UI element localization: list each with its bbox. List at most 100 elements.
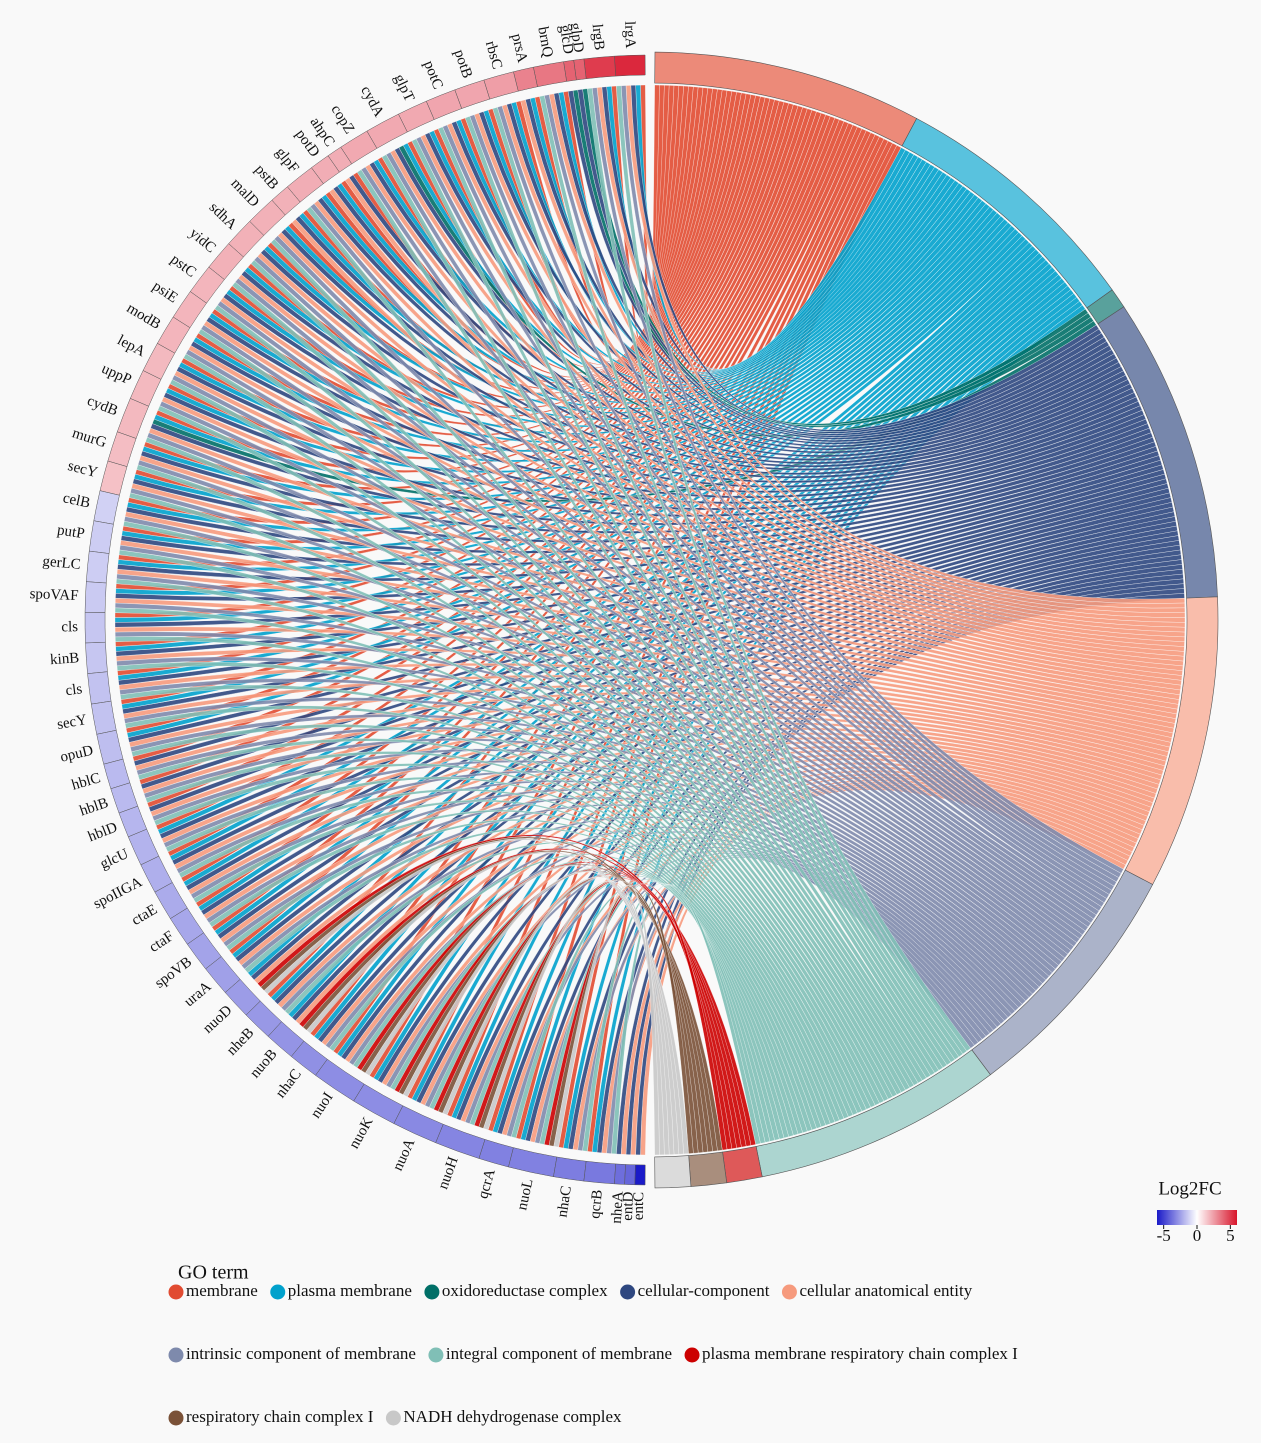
colorbar-title: Log2FC [1158, 1178, 1221, 1199]
term-arc [654, 1155, 692, 1189]
gene-arc [614, 1163, 626, 1185]
gene-label: entD [620, 1191, 637, 1221]
gene-arc [88, 520, 114, 554]
gene-label: ctaF [147, 928, 177, 956]
gene-label: lrgA [621, 21, 638, 49]
legend-label: integral component of membrane [446, 1344, 672, 1363]
gene-arc [172, 291, 207, 329]
gene-label: entC [631, 1192, 648, 1221]
gene-label: modB [124, 300, 164, 333]
gene-arc [478, 1139, 514, 1168]
gene-label: pstC [167, 252, 199, 281]
gene-label: yidC [186, 225, 219, 256]
gene-arc [154, 882, 188, 919]
gene-label: lrgB [589, 23, 607, 51]
gene-arc [340, 130, 378, 165]
legend-marker [428, 1347, 444, 1363]
legend-label: NADH dehydrogenase complex [403, 1407, 622, 1426]
legend-marker [168, 1347, 184, 1363]
gene-label: glpD [567, 22, 587, 54]
gene-label: potB [451, 48, 475, 81]
gene-arc [157, 316, 191, 354]
gene-label: hblC [70, 770, 102, 793]
gene-label: uppP [99, 361, 134, 388]
gene-arc [110, 782, 139, 814]
gene-label: hblD [86, 819, 120, 845]
legend-marker [684, 1347, 700, 1363]
gene-label: kinB [50, 650, 80, 668]
gene-label: pstB [251, 162, 281, 193]
gene-arc [87, 671, 112, 705]
gene-label: putP [56, 522, 86, 542]
gene-arc [327, 146, 353, 173]
gene-label: spoIIGA [91, 874, 145, 912]
gene-arc [624, 1164, 636, 1186]
gene-label: psiE [149, 278, 180, 306]
gene-label: spoVB [152, 954, 195, 992]
gene-arc [290, 1040, 328, 1076]
gene-label: cydA [357, 83, 387, 119]
gene-arc [249, 199, 286, 236]
gene-arc [513, 66, 538, 92]
gene-label: potC [420, 59, 446, 92]
gene-label: nuoK [346, 1115, 376, 1152]
gene-arc [366, 113, 408, 149]
gene-label: cls [61, 619, 78, 635]
legend-marker [168, 1410, 184, 1426]
legend-label: plasma membrane [288, 1281, 412, 1300]
gene-label: glpF [272, 145, 302, 177]
legend-label: membrane [186, 1281, 258, 1300]
gene-label: sdhA [206, 200, 240, 233]
gene-label: secY [56, 712, 88, 733]
gene-label: nuoL [514, 1177, 536, 1211]
colorbar-tick-label: -5 [1157, 1226, 1171, 1245]
gene-arc [142, 343, 176, 380]
legend-label: plasma membrane respiratory chain comple… [702, 1344, 1018, 1363]
gene-label: murG [70, 425, 108, 451]
gene-label: nheB [224, 1025, 258, 1059]
legend-label: intrinsic component of membrane [186, 1344, 416, 1363]
gene-arc [85, 641, 108, 674]
gene-arc [533, 61, 567, 88]
gene-arc [634, 1164, 646, 1186]
gene-arc [315, 1058, 365, 1102]
gene-label: uraA [181, 979, 214, 1011]
gene-arc [245, 1000, 282, 1037]
gene-arc [91, 700, 117, 735]
gene-arc [508, 1147, 558, 1177]
gene-arc [435, 1123, 486, 1159]
gene-arc [553, 1156, 587, 1182]
gene-arc [86, 550, 110, 584]
legend-title: GO term [178, 1262, 249, 1284]
gene-label: nheA [609, 1191, 627, 1224]
gene-label: secY [66, 458, 99, 481]
gene-arc [398, 100, 435, 133]
gene-label: brnQ [534, 25, 555, 58]
gene-arc [454, 79, 491, 109]
legend-marker [385, 1410, 401, 1426]
legend-marker [781, 1284, 797, 1300]
gene-arc [107, 431, 137, 467]
gene-label: nuoH [435, 1155, 461, 1192]
gene-arc [563, 59, 577, 82]
legend-label: cellular anatomical entity [799, 1281, 972, 1300]
gene-label: nuoA [390, 1136, 419, 1173]
gene-label: hblB [78, 795, 111, 820]
gene-label: lepA [115, 332, 148, 360]
gene-arc [127, 828, 160, 866]
gene-label: cls [65, 681, 84, 699]
gene-arc [286, 167, 324, 203]
gene-arc [573, 58, 587, 81]
gene-arc [205, 956, 241, 993]
chords [114, 84, 1186, 1156]
gene-arc [170, 907, 205, 945]
gene-label: ctaE [129, 902, 160, 929]
gene-label: malD [227, 175, 262, 210]
gene-arc [118, 805, 148, 838]
gene-arc [103, 758, 131, 790]
gene-arc [99, 460, 128, 496]
gene-label: celB [61, 490, 91, 511]
legend-marker [620, 1284, 636, 1300]
gene-arc [208, 243, 244, 280]
